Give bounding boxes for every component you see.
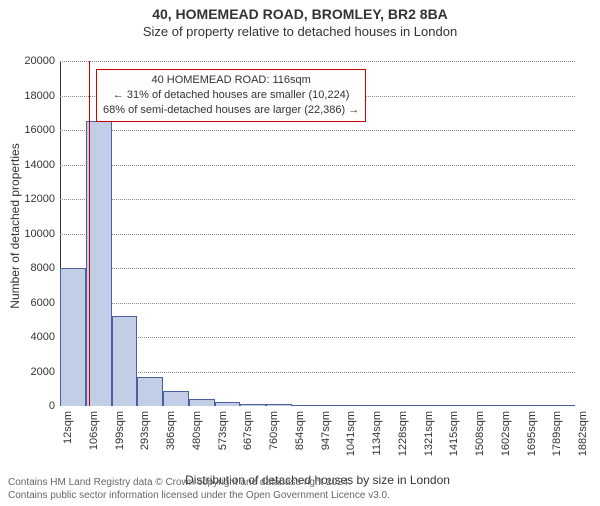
title-sub: Size of property relative to detached ho… [0, 24, 600, 39]
histogram-bar [318, 405, 344, 406]
annotation-line3: 68% of semi-detached houses are larger (… [103, 103, 359, 118]
grid-line [60, 303, 575, 304]
histogram-bar [498, 405, 524, 406]
x-tick: 1789sqm [551, 411, 563, 471]
x-tick: 667sqm [242, 411, 254, 471]
y-tick: 8000 [15, 262, 55, 274]
histogram-bar [137, 377, 163, 406]
grid-line [60, 234, 575, 235]
histogram-bar [446, 405, 472, 406]
grid-line [60, 61, 575, 62]
footer-line1: Contains HM Land Registry data © Crown c… [8, 476, 390, 489]
histogram-bar [266, 404, 292, 406]
y-tick: 14000 [15, 159, 55, 171]
histogram-bar [369, 405, 395, 406]
x-tick: 480sqm [191, 411, 203, 471]
y-tick: 6000 [15, 297, 55, 309]
x-tick: 760sqm [268, 411, 280, 471]
annotation-line2: ← 31% of detached houses are smaller (10… [103, 88, 359, 103]
annotation-line1: 40 HOMEMEAD ROAD: 116sqm [103, 73, 359, 88]
grid-line [60, 337, 575, 338]
y-tick: 2000 [15, 366, 55, 378]
grid-line [60, 268, 575, 269]
x-tick: 1041sqm [345, 411, 357, 471]
y-tick: 18000 [15, 90, 55, 102]
x-tick: 386sqm [165, 411, 177, 471]
grid-line [60, 372, 575, 373]
x-tick: 1882sqm [577, 411, 589, 471]
footer: Contains HM Land Registry data © Crown c… [8, 476, 390, 502]
x-tick: 1321sqm [423, 411, 435, 471]
y-tick: 12000 [15, 193, 55, 205]
title-main: 40, HOMEMEAD ROAD, BROMLEY, BR2 8BA [0, 6, 600, 22]
histogram-bar [343, 405, 369, 406]
annotation-box: 40 HOMEMEAD ROAD: 116sqm← 31% of detache… [96, 69, 366, 122]
histogram-bar [60, 268, 86, 406]
histogram-bar [395, 405, 421, 406]
x-tick: 573sqm [217, 411, 229, 471]
y-tick: 4000 [15, 331, 55, 343]
x-tick: 1602sqm [500, 411, 512, 471]
chart-area: Distribution of detached houses by size … [60, 61, 575, 406]
histogram-bar [112, 316, 138, 406]
x-tick: 947sqm [320, 411, 332, 471]
x-tick: 1695sqm [526, 411, 538, 471]
x-tick: 12sqm [62, 411, 74, 471]
histogram-bar [421, 405, 447, 406]
grid-line [60, 199, 575, 200]
histogram-bar [189, 399, 215, 406]
grid-line [60, 165, 575, 166]
x-tick: 1134sqm [371, 411, 383, 471]
x-tick: 293sqm [139, 411, 151, 471]
x-tick: 1508sqm [474, 411, 486, 471]
histogram-bar [240, 404, 266, 406]
x-tick: 199sqm [114, 411, 126, 471]
y-tick: 0 [15, 400, 55, 412]
histogram-bar [215, 402, 241, 406]
grid-line [60, 130, 575, 131]
property-marker-line [89, 61, 90, 406]
histogram-bar [549, 405, 575, 406]
histogram-bar [292, 405, 318, 406]
histogram-bar [472, 405, 498, 406]
x-tick: 1415sqm [448, 411, 460, 471]
x-tick: 854sqm [294, 411, 306, 471]
histogram-bar [163, 391, 189, 406]
y-tick: 10000 [15, 228, 55, 240]
y-tick: 20000 [15, 55, 55, 67]
x-tick: 106sqm [88, 411, 100, 471]
footer-line2: Contains public sector information licen… [8, 489, 390, 502]
histogram-bar [524, 405, 550, 406]
x-tick: 1228sqm [397, 411, 409, 471]
y-tick: 16000 [15, 124, 55, 136]
